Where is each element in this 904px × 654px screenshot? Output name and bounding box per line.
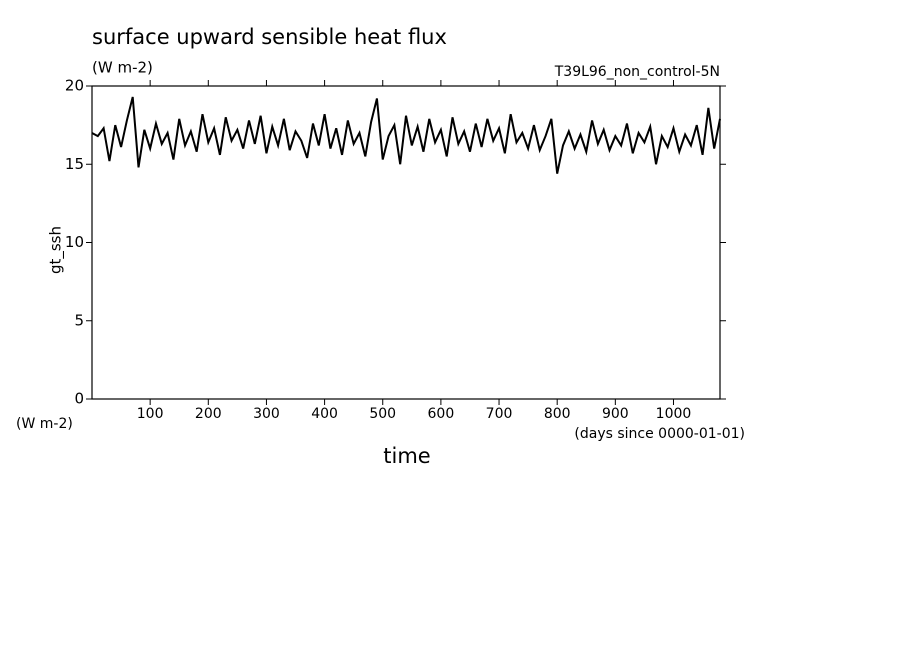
y-tick-label: 0 — [74, 390, 84, 408]
x-unit-label: (days since 0000-01-01) — [574, 426, 745, 442]
x-tick-label: 100 — [137, 406, 164, 422]
x-tick-label: 200 — [195, 406, 222, 422]
chart-subtitle: (W m-2) — [92, 59, 153, 77]
x-tick-label: 700 — [486, 406, 513, 422]
y-axis-label: gt_ssh — [47, 226, 66, 274]
y-unit-label: (W m-2) — [16, 416, 73, 432]
x-tick-label: 900 — [602, 406, 629, 422]
y-tick-label: 15 — [65, 155, 84, 173]
plot-frame — [91, 85, 721, 400]
x-tick-label: 800 — [544, 406, 571, 422]
x-tick-label: 600 — [428, 406, 455, 422]
y-tick-label: 20 — [65, 77, 84, 95]
x-tick-label: 500 — [369, 406, 396, 422]
x-tick-label: 300 — [253, 406, 280, 422]
y-tick-label: 5 — [74, 311, 84, 329]
data-line — [91, 96, 721, 174]
x-tick-label: 400 — [311, 406, 338, 422]
run-label: T39L96_non_control-5N — [554, 64, 720, 80]
chart-title: surface upward sensible heat flux — [92, 25, 447, 49]
x-tick-label: 1000 — [656, 406, 692, 422]
y-tick-label: 10 — [65, 233, 84, 251]
x-axis-label: time — [383, 444, 430, 468]
